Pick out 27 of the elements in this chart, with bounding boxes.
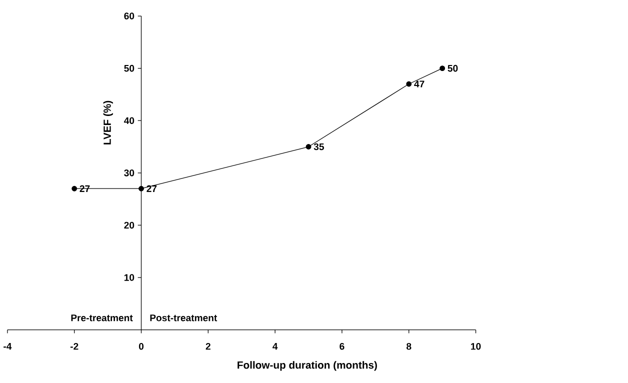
x-tick-label: 10 [471, 343, 481, 350]
y-tick-label: 40 [124, 117, 134, 124]
y-axis-title: LVEF (%) [103, 101, 113, 145]
y-tick-label: 60 [124, 12, 134, 20]
data-label: 47 [414, 80, 424, 88]
y-tick-label: 10 [124, 274, 134, 282]
data-label: 50 [448, 65, 458, 72]
data-label: 35 [314, 144, 324, 150]
x-axis-title: Follow-up duration (months) [238, 361, 377, 371]
x-tick-label: 8 [406, 343, 412, 350]
point [406, 81, 412, 87]
data-label: 27 [146, 185, 157, 192]
point [440, 66, 446, 72]
y-tick-label: 30 [124, 170, 134, 176]
x-tick-label: -4 [4, 343, 12, 350]
x-tick-label: 2 [206, 343, 210, 350]
point [138, 186, 144, 192]
x-tick-label: 4 [272, 343, 278, 350]
y-tick-label: 20 [124, 222, 134, 229]
x-tick-label: 6 [340, 343, 344, 350]
annotation: Pre-treatment [71, 314, 133, 322]
x-tick-label: -2 [70, 343, 78, 350]
x-tick-label: 0 [138, 343, 144, 350]
point [72, 186, 78, 192]
point [306, 144, 312, 150]
annotation: Post-treatment [150, 314, 218, 322]
y-tick-label: 50 [124, 65, 134, 72]
